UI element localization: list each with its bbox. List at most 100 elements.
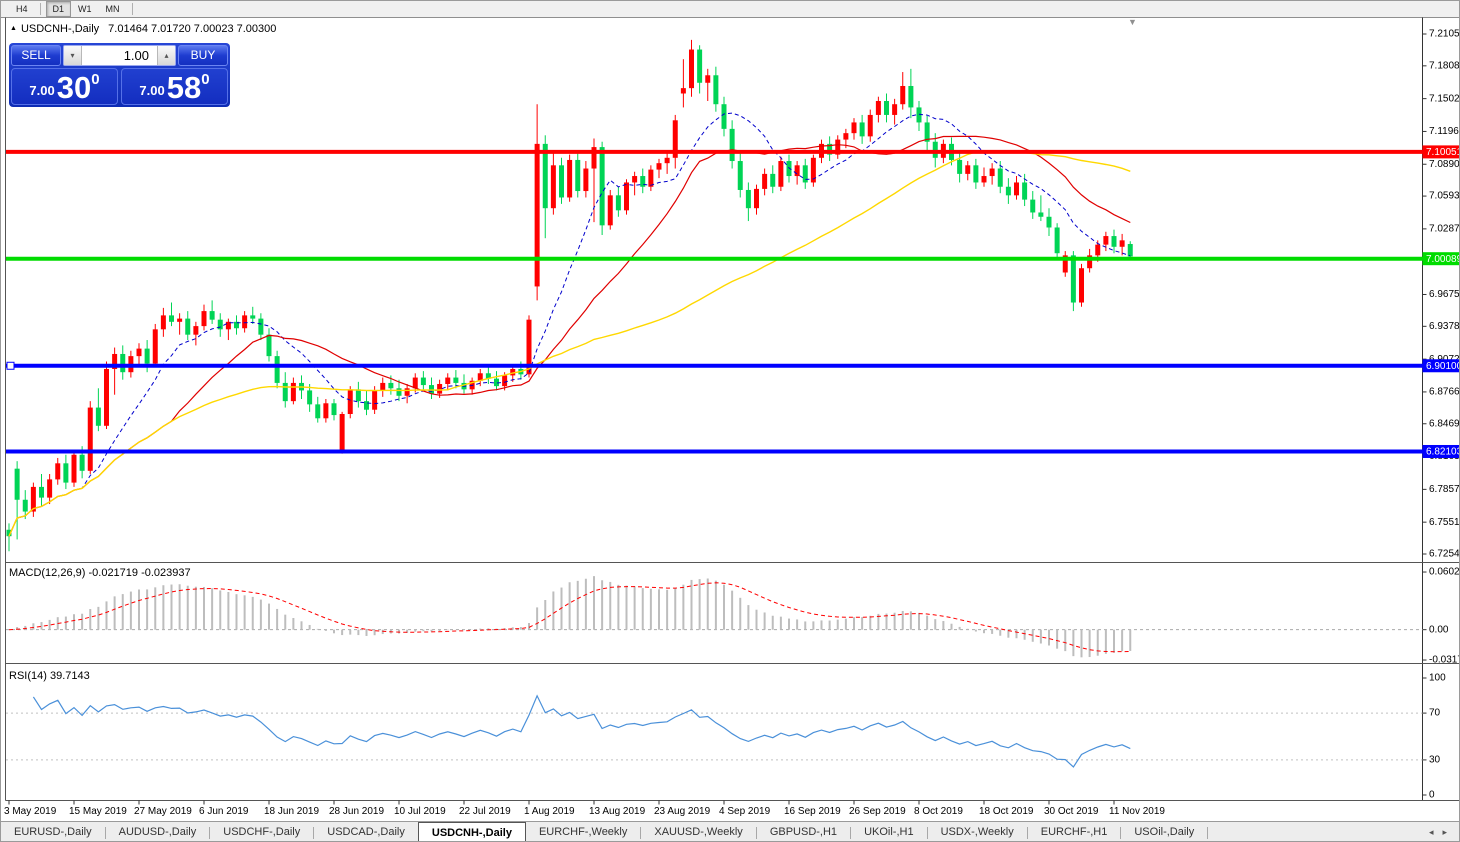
candle xyxy=(1103,236,1109,245)
candle xyxy=(689,49,694,89)
candle xyxy=(526,319,532,375)
tab-scroll-left-icon[interactable]: ◂ xyxy=(1428,827,1434,837)
candle xyxy=(14,468,20,500)
candle xyxy=(104,368,109,426)
tab-usoil-daily[interactable]: USOil-,Daily xyxy=(1134,826,1195,838)
collapse-triangle-icon[interactable]: ▲ xyxy=(10,25,17,32)
date-label: 26 Sep 2019 xyxy=(849,806,906,817)
price-line-badge xyxy=(1422,145,1459,159)
macd-signal-value: -0.023937 xyxy=(141,567,191,579)
date-label: 23 Aug 2019 xyxy=(654,806,711,817)
tab-scroll-right-icon[interactable]: ▸ xyxy=(1442,827,1447,837)
tab-usdcnh-daily[interactable]: USDCNH-,Daily xyxy=(417,822,526,841)
date-label: 3 May 2019 xyxy=(4,806,57,817)
candle xyxy=(22,499,28,512)
candle xyxy=(892,104,898,115)
rsi-tick-label: 100 xyxy=(1429,673,1446,684)
candle xyxy=(900,85,906,105)
tab-separator xyxy=(755,826,757,839)
date-label: 10 Jul 2019 xyxy=(394,806,446,817)
candle xyxy=(1079,268,1084,303)
candle xyxy=(1030,199,1036,213)
candle xyxy=(477,373,483,381)
date-label: 1 Aug 2019 xyxy=(524,806,575,817)
buy-price-big: 58 xyxy=(166,69,202,105)
volume-input[interactable]: 1.00 xyxy=(123,48,149,63)
tab-eurusd-daily[interactable]: EURUSD-,Daily xyxy=(14,826,92,838)
candle xyxy=(827,143,833,155)
ma-slow-line xyxy=(8,151,1131,537)
candle xyxy=(542,143,548,209)
candle xyxy=(144,348,150,364)
buy-price-display[interactable]: 7.00 58 0 xyxy=(121,68,228,105)
candle xyxy=(217,319,223,330)
candle xyxy=(664,157,670,164)
volume-increase-icon[interactable]: ▴ xyxy=(157,46,175,65)
price-tick-label: 6.84690 xyxy=(1429,418,1460,429)
candle xyxy=(331,403,337,416)
tab-separator xyxy=(1026,826,1028,839)
price-line-badge-label: 7.00089 xyxy=(1426,254,1460,265)
tab-gbpusd-h1[interactable]: GBPUSD-,H1 xyxy=(769,826,838,838)
tab-eurchf-weekly[interactable]: EURCHF-,Weekly xyxy=(538,826,628,838)
candle xyxy=(201,311,207,327)
support-line-blue-1-handle[interactable] xyxy=(6,361,15,370)
macd-tick-label: -0.031725 xyxy=(1429,655,1460,666)
buy-button[interactable]: BUY xyxy=(178,45,228,66)
price-tick-label: 6.93780 xyxy=(1429,321,1460,332)
sell-price-display[interactable]: 7.00 30 0 xyxy=(11,68,118,105)
candle xyxy=(136,348,142,357)
timeframe-toolbar: H4 D1 W1 MN xyxy=(1,1,1459,17)
date-label: 16 Sep 2019 xyxy=(784,806,841,817)
price-tick-label: 6.90720 xyxy=(1429,354,1460,365)
candle xyxy=(697,49,703,83)
candle xyxy=(575,159,581,192)
tab-usdx-weekly[interactable]: USDX-,Weekly xyxy=(940,826,1014,838)
candle xyxy=(453,377,459,383)
candle xyxy=(1022,182,1028,200)
tab-audusd-daily[interactable]: AUDUSD-,Daily xyxy=(118,826,197,838)
tab-usdcad-daily[interactable]: USDCAD-,Daily xyxy=(327,826,405,838)
candle xyxy=(786,161,792,177)
price-tick-label: 7.08900 xyxy=(1429,159,1460,170)
price-tick-label: 6.72540 xyxy=(1429,549,1460,560)
timeframe-button-d1[interactable]: D1 xyxy=(45,1,72,17)
candle xyxy=(859,122,865,137)
volume-decrease-icon[interactable]: ▾ xyxy=(64,46,82,65)
tab-xauusd-weekly[interactable]: XAUUSD-,Weekly xyxy=(654,826,743,838)
price-tick-label: 6.87660 xyxy=(1429,387,1460,398)
tab-ukoil-h1[interactable]: UKOil-,H1 xyxy=(864,826,914,838)
price-tick-label: 6.75510 xyxy=(1429,517,1460,528)
sell-button[interactable]: SELL xyxy=(11,45,61,66)
candle xyxy=(550,165,556,209)
candle xyxy=(794,165,800,177)
candle xyxy=(810,157,816,183)
candle xyxy=(95,407,101,426)
candle xyxy=(169,315,174,322)
tab-usdchf-daily[interactable]: USDCHF-,Daily xyxy=(223,826,301,838)
candle xyxy=(347,389,353,415)
timeframe-button-h4[interactable]: H4 xyxy=(16,4,28,14)
price-line-badge xyxy=(1422,359,1459,373)
tab-eurchf-h1[interactable]: EURCHF-,H1 xyxy=(1040,826,1108,838)
candle xyxy=(981,176,987,183)
rsi-tick-label: 0 xyxy=(1429,790,1435,801)
price-tick-label: 6.96750 xyxy=(1429,289,1460,300)
tab-scroll-nav: ◂ ▸ xyxy=(1428,822,1459,841)
candle xyxy=(323,403,329,419)
timeframe-button-w1[interactable]: W1 xyxy=(78,4,92,14)
candle xyxy=(591,147,597,169)
chart-shift-marker-icon[interactable]: ▼ xyxy=(1128,17,1137,27)
candle xyxy=(177,318,183,322)
symbol-tab-bar: EURUSD-,Daily AUDUSD-,Daily USDCHF-,Daily U… xyxy=(1,821,1459,841)
candle xyxy=(599,147,605,226)
candle xyxy=(47,479,53,498)
candle xyxy=(282,382,288,402)
date-label: 4 Sep 2019 xyxy=(719,806,771,817)
ma-medium-line xyxy=(8,135,1131,537)
date-label: 15 May 2019 xyxy=(69,806,127,817)
date-label: 18 Oct 2019 xyxy=(979,806,1034,817)
candle xyxy=(916,107,922,123)
timeframe-button-mn[interactable]: MN xyxy=(105,4,120,14)
